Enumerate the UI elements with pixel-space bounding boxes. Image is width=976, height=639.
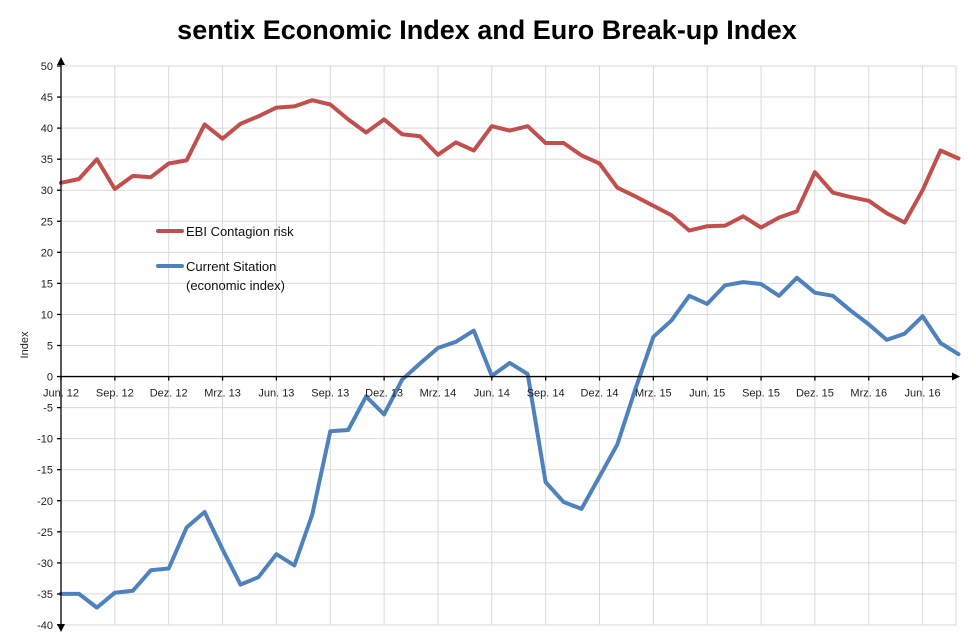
x-tick-label: Mrz. 14 xyxy=(420,388,457,400)
y-tick-label: 20 xyxy=(41,247,53,259)
series-line-ebi-contagion-risk xyxy=(59,98,961,233)
y-tick-label: -25 xyxy=(37,527,53,539)
y-tick-label: -20 xyxy=(37,496,53,508)
gridlines xyxy=(61,65,957,626)
x-tick-label: Dez. 13 xyxy=(365,388,403,400)
x-tick-label: Mrz. 13 xyxy=(204,388,241,400)
y-axis-label: Index xyxy=(19,331,31,358)
y-axis-arrow-up xyxy=(57,57,65,65)
x-tick-label: Jun. 12 xyxy=(43,388,79,400)
x-tick-label: Sep. 13 xyxy=(311,388,349,400)
x-tick-label: Dez. 15 xyxy=(796,388,834,400)
y-tick-label: -15 xyxy=(37,465,53,477)
axes xyxy=(57,57,960,632)
y-tick-label: 15 xyxy=(41,278,53,290)
y-tick-label: 25 xyxy=(41,216,53,228)
chart-title: sentix Economic Index and Euro Break-up … xyxy=(177,15,797,45)
x-tick-label: Jun. 15 xyxy=(689,388,725,400)
x-tick-label: Mrz. 16 xyxy=(850,388,887,400)
y-tick-label: 40 xyxy=(41,123,53,135)
x-tick-label: Sep. 14 xyxy=(527,388,565,400)
x-axis-arrow xyxy=(952,372,960,381)
y-tick-label: 5 xyxy=(47,341,53,353)
y-tick-label: -35 xyxy=(37,589,53,601)
legend-label-ebi: EBI Contagion risk xyxy=(186,224,294,239)
series-line-current-situation xyxy=(59,275,961,610)
x-tick-label: Sep. 12 xyxy=(96,388,134,400)
series-lines xyxy=(59,98,961,610)
y-tick-label: -40 xyxy=(37,620,53,632)
x-tick-label: Dez. 14 xyxy=(581,388,619,400)
x-tick-label: Jun. 13 xyxy=(258,388,294,400)
x-tick-label: Jun. 16 xyxy=(905,388,941,400)
legend-label-current-situation: Current Sitation xyxy=(186,259,276,274)
legend: EBI Contagion risk Current Sitation (econo… xyxy=(156,224,294,293)
y-tick-label: 45 xyxy=(41,92,53,104)
y-tick-label: 35 xyxy=(41,154,53,166)
y-tick-label: -5 xyxy=(43,403,53,415)
y-tick-label: 50 xyxy=(41,61,53,73)
x-tick-label: Jun. 14 xyxy=(474,388,510,400)
y-axis-arrow-down xyxy=(57,624,65,632)
y-tick-label: 0 xyxy=(47,372,53,384)
y-tick-label: -30 xyxy=(37,558,53,570)
y-tick-label: 10 xyxy=(41,309,53,321)
x-tick-label: Dez. 12 xyxy=(150,388,188,400)
tick-labels: 50454035302520151050-5-10-15-20-25-30-35… xyxy=(37,61,941,632)
legend-label-current-situation-line2: (economic index) xyxy=(186,278,285,293)
x-tick-label: Sep. 15 xyxy=(742,388,780,400)
y-tick-label: 30 xyxy=(41,185,53,197)
y-tick-label: -10 xyxy=(37,434,53,446)
x-tick-label: Mrz. 15 xyxy=(635,388,672,400)
